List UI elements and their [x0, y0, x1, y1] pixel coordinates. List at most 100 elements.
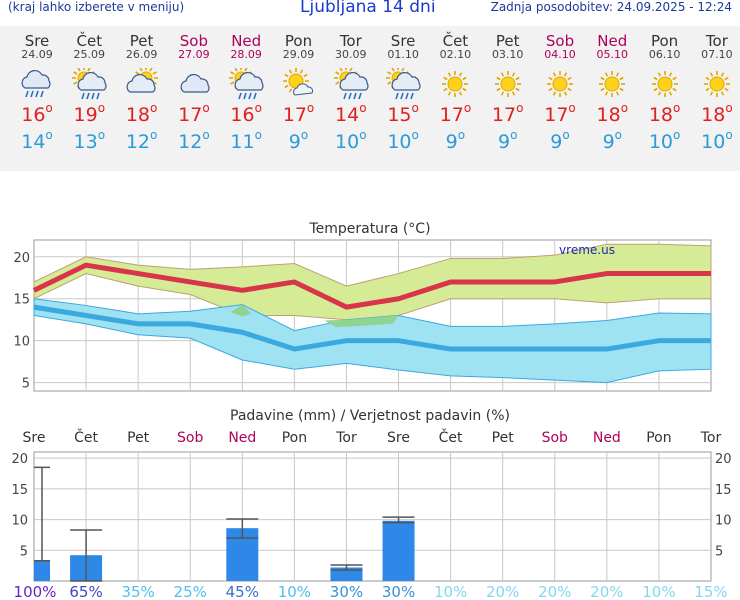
sun-icon	[442, 71, 469, 97]
day-name: Ned	[231, 32, 262, 50]
min-temp: 9o	[550, 128, 570, 153]
precip-probability: 10%	[278, 583, 311, 600]
day-date: 30.09	[335, 48, 367, 61]
y-tick-label-right: 5	[715, 544, 723, 559]
day-name: Tor	[339, 32, 362, 50]
min-temp: 10o	[648, 128, 681, 153]
x-tick-label: Sob	[177, 430, 203, 446]
sun-icon	[599, 71, 626, 97]
day-column: Pet 03.10 17o 9o	[482, 26, 534, 155]
cloud-icon	[180, 73, 210, 93]
min-temp: 12o	[125, 128, 158, 153]
x-tick-label: Sre	[23, 430, 46, 446]
precip-probability: 100%	[14, 583, 57, 600]
y-tick-label-left: 5	[20, 544, 28, 559]
y-tick-label-right: 10	[715, 514, 732, 529]
max-temp: 17o	[491, 101, 524, 126]
y-tick-label: 5	[22, 377, 30, 392]
day-column: Pon 29.09 17o 9o	[273, 26, 325, 155]
precip-probability: 20%	[590, 583, 623, 600]
x-tick-label: Čet	[74, 428, 98, 446]
x-tick-label: Pet	[127, 430, 150, 446]
precip-probability: 20%	[538, 583, 571, 600]
sun-cloud-icon	[282, 68, 313, 96]
temperature-chart: Temperatura (°C) 5 10 15 20 vreme.us	[13, 221, 712, 392]
day-date: 27.09	[178, 48, 210, 61]
min-temp: 14o	[21, 128, 53, 153]
precip-probability: 65%	[69, 583, 102, 600]
day-column: Sre 01.10 15o 10o	[377, 26, 429, 155]
x-tick-label: Pon	[282, 430, 307, 446]
sun-cloud-rain-icon	[386, 68, 421, 100]
x-tick-label: Sob	[542, 430, 568, 446]
y-tick-label: 20	[13, 251, 30, 266]
day-column: Sob 04.10 17o 9o	[534, 26, 586, 155]
day-name: Tor	[705, 32, 728, 50]
y-tick-label: 15	[13, 293, 30, 308]
chart-title: Padavine (mm) / Verjetnost padavin (%)	[230, 408, 510, 424]
max-temp-line	[32, 262, 711, 310]
precip-bar	[382, 520, 415, 581]
day-date: 25.09	[73, 48, 106, 61]
sun-icon	[651, 71, 678, 97]
day-column: Ned 05.10 18o 9o	[586, 26, 638, 155]
x-tick-label: Pon	[646, 430, 671, 446]
precip-probability: 35%	[121, 583, 154, 600]
y-tick-label-left: 10	[11, 514, 28, 529]
day-name: Ned	[597, 32, 628, 50]
day-date: 24.09	[21, 48, 53, 61]
day-date: 01.10	[387, 48, 419, 61]
y-tick-label: 10	[13, 335, 30, 350]
max-temp: 17o	[178, 101, 210, 126]
precip-probability: 20%	[486, 583, 519, 600]
day-column: Čet 02.10 17o 9o	[429, 26, 481, 155]
menu-note: (kraj lahko izberete v meniju)	[8, 0, 185, 14]
day-column: Tor 30.09 14o 10o	[325, 26, 377, 155]
min-temp-line	[33, 304, 711, 352]
chart-title: Temperatura (°C)	[308, 221, 430, 237]
day-column: Čet 25.09 19o 13o	[63, 26, 115, 155]
max-temp: 18o	[125, 101, 158, 126]
precip-probability: 45%	[226, 583, 259, 600]
sun-icon	[703, 71, 730, 97]
day-date: 06.10	[648, 48, 681, 61]
x-tick-label: Tor	[335, 430, 357, 446]
max-temp: 18o	[648, 101, 681, 126]
min-temp: 10o	[701, 128, 733, 153]
x-tick-label: Pet	[492, 430, 515, 446]
last-update: Zadnja posodobitev: 24.09.2025 - 12:24	[490, 0, 732, 14]
min-temp: 10o	[335, 128, 367, 153]
max-temp: 14o	[335, 101, 367, 126]
max-temp: 16o	[230, 101, 262, 126]
min-temp: 9o	[497, 128, 518, 153]
plot-area	[33, 451, 712, 582]
x-tick-label: Ned	[593, 430, 621, 446]
precip-bar	[34, 560, 50, 581]
day-column: Ned 28.09 16o 11o	[220, 26, 272, 155]
min-temp: 12o	[178, 128, 210, 153]
day-name: Sob	[179, 32, 208, 50]
day-name: Pet	[495, 32, 520, 50]
band-overlap	[324, 315, 399, 328]
sun-cloud-rain-icon	[72, 68, 107, 100]
band-overlap	[230, 304, 252, 317]
y-tick-label-right: 15	[715, 483, 732, 498]
page-title: Ljubljana 14 dni	[300, 0, 436, 17]
day-date: 05.10	[596, 48, 629, 61]
cloud-rain-icon	[21, 69, 51, 98]
day-name: Sob	[545, 32, 575, 50]
day-name: Čet	[76, 32, 103, 50]
precip-probability: 30%	[330, 583, 363, 600]
day-date: 07.10	[701, 48, 733, 61]
day-date: 02.10	[439, 48, 472, 61]
day-column: Tor 07.10 18o 10o	[691, 26, 740, 155]
day-column: Pet 26.09 18o 12o	[116, 26, 168, 155]
day-name: Pon	[284, 32, 313, 50]
max-temp: 17o	[439, 101, 472, 126]
watermark: vreme.us	[559, 243, 615, 257]
day-date: 26.09	[125, 48, 158, 61]
day-date: 04.10	[544, 48, 576, 61]
day-name: Pon	[650, 32, 679, 50]
day-column: Pon 06.10 18o 10o	[639, 26, 691, 155]
sun-cloud-rain-icon	[229, 68, 264, 100]
